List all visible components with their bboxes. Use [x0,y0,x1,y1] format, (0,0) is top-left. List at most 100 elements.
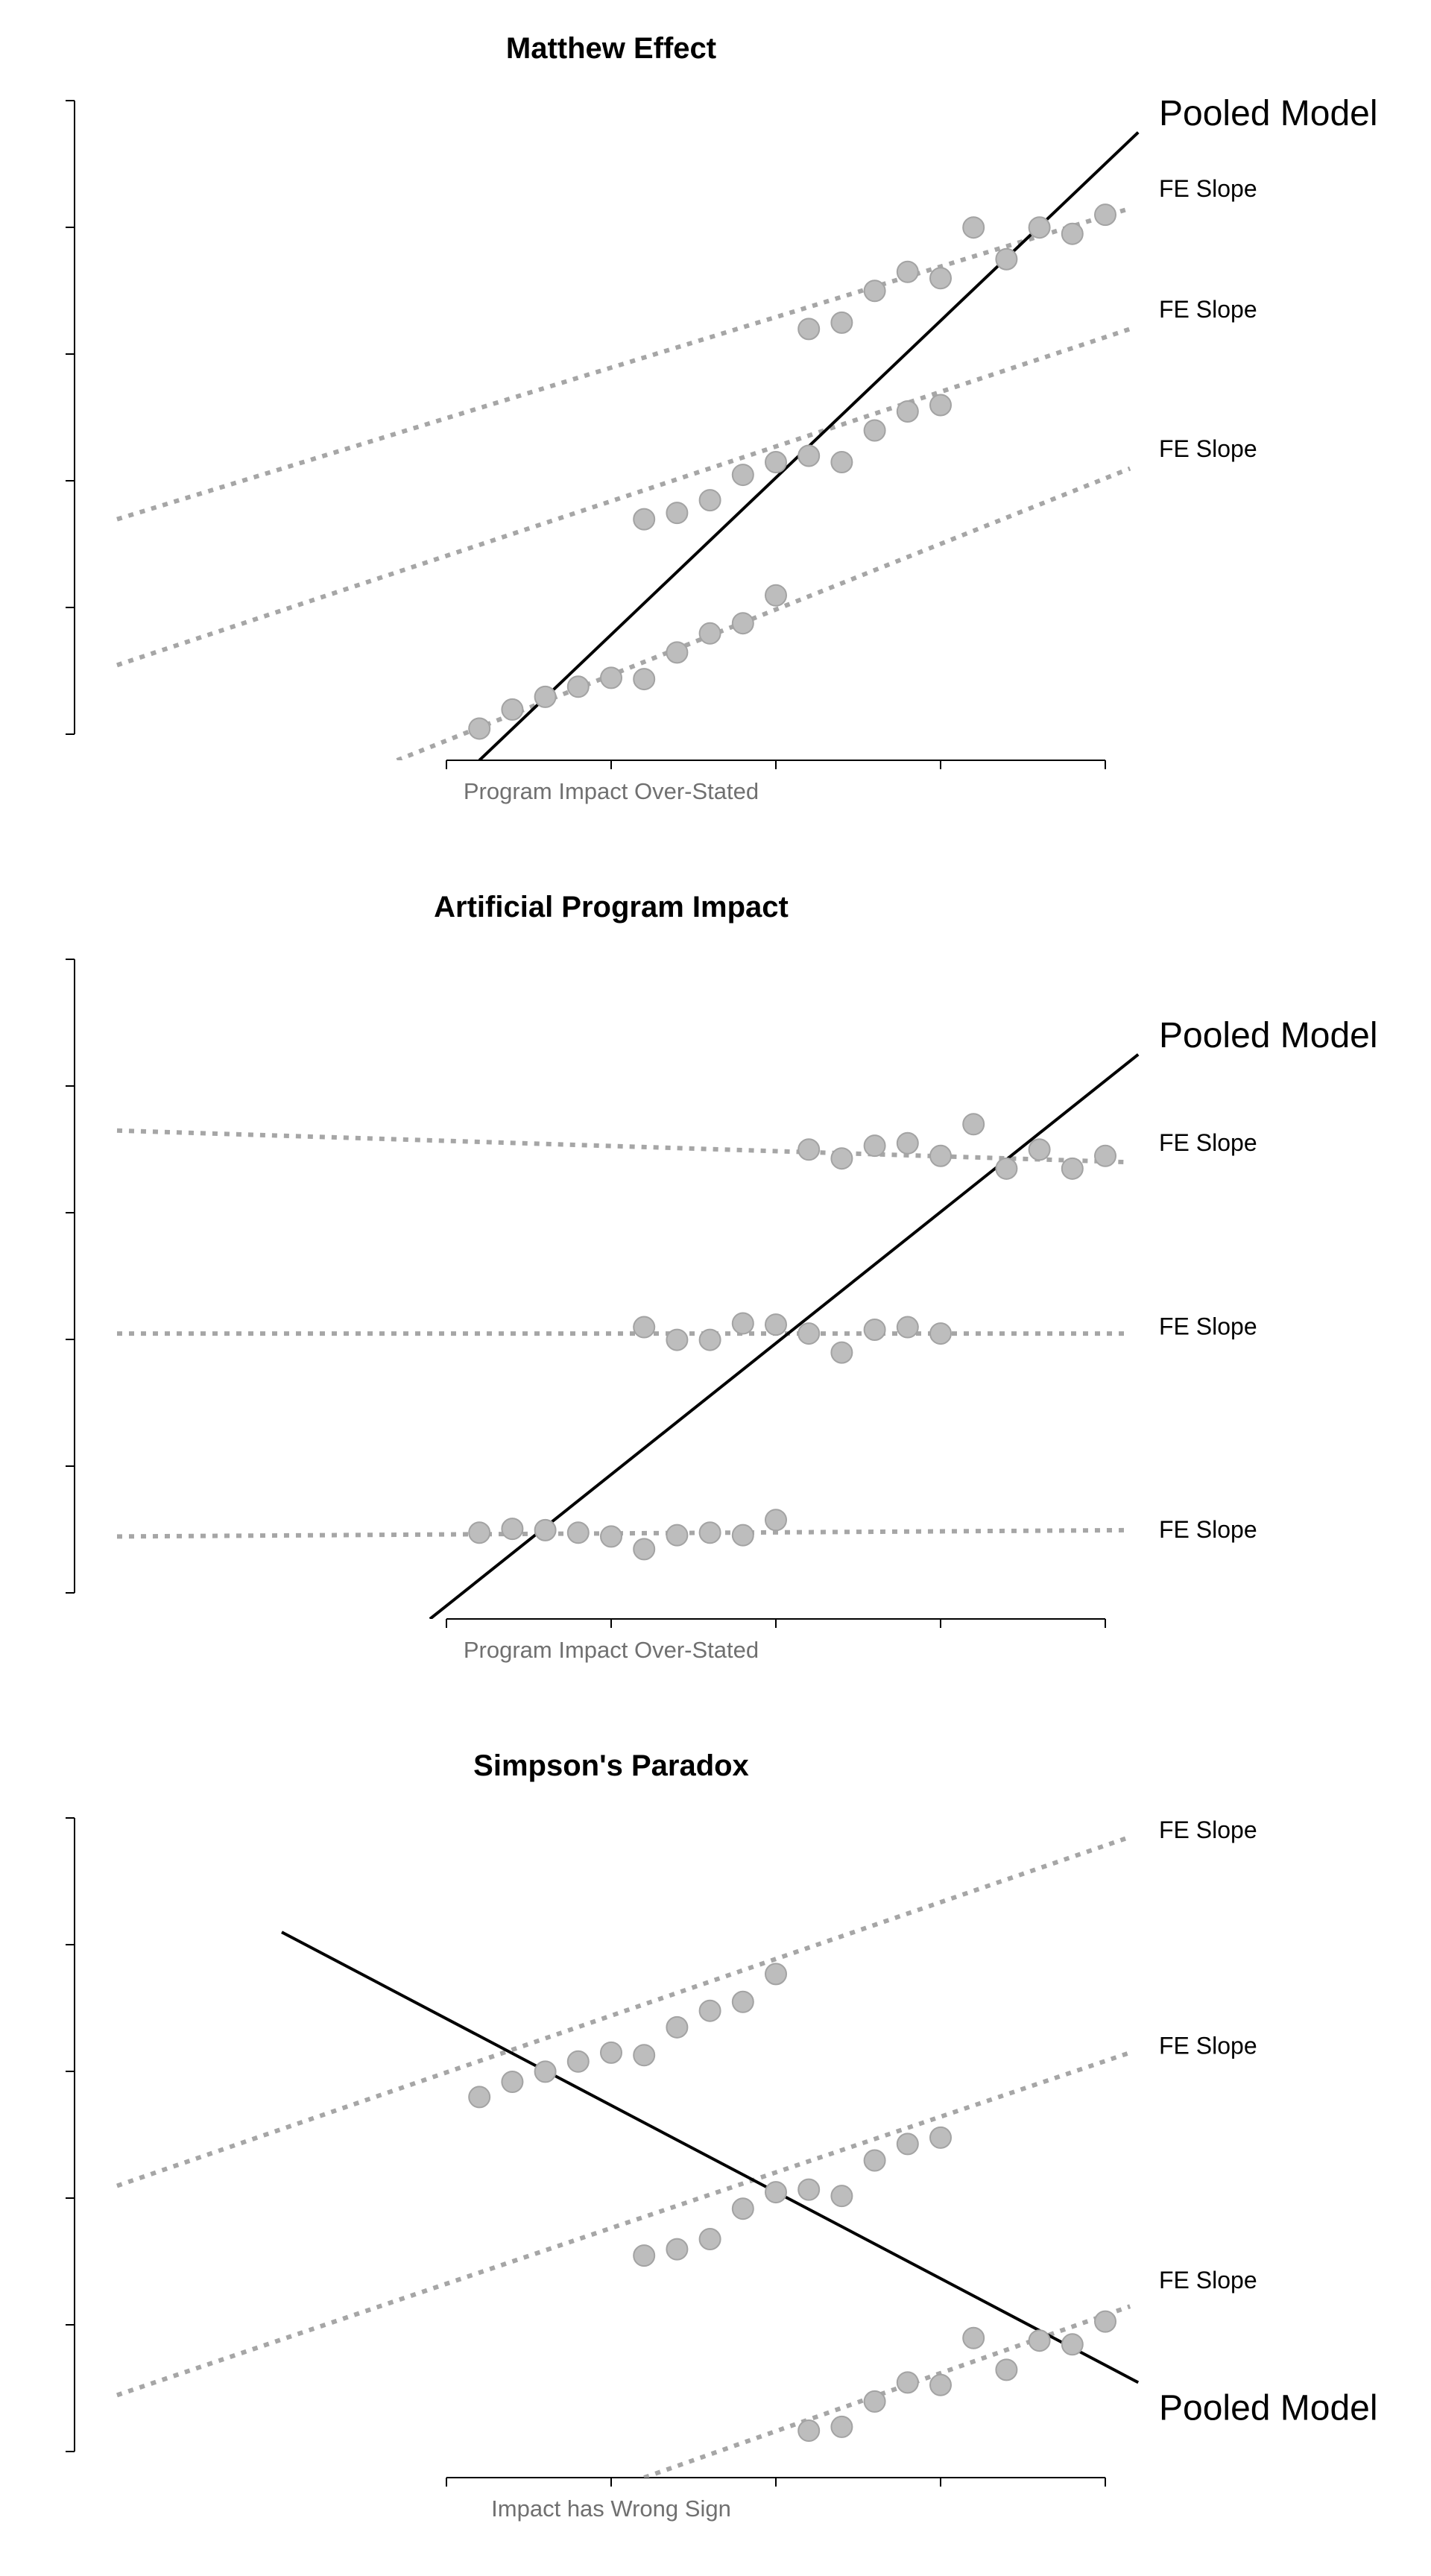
x-axis-label: Program Impact Over-Stated [464,778,759,804]
data-point [929,1144,952,1167]
data-point [633,2244,656,2267]
data-point [1094,2310,1116,2333]
fe-slope-label: FE Slope [1159,1516,1257,1543]
data-point [765,1313,787,1336]
data-point [1028,216,1051,239]
fe-slope-line [116,326,1131,668]
data-point [501,1518,524,1541]
data-point [896,2133,919,2156]
data-point [633,1316,656,1339]
data-point [896,2371,919,2394]
fe-slope-label: FE Slope [1159,1816,1257,1843]
pooled-model-line [281,1931,1140,2384]
data-point [468,717,491,740]
data-point [929,267,952,290]
data-point [830,311,853,334]
pooled-model-label: Pooled Model [1159,2388,1378,2428]
data-point [797,444,821,467]
data-point [830,2415,853,2438]
data-point [995,247,1018,271]
data-point [534,2060,557,2083]
data-point [765,2181,787,2204]
data-point [698,1999,721,2022]
data-point [797,2178,821,2201]
data-point [566,2050,590,2073]
pooled-model-label: Pooled Model [1159,94,1378,133]
fe-slope-line [116,1128,1131,1165]
data-point [698,1521,721,1544]
fe-slope-line [116,1834,1131,2188]
data-point [666,1328,689,1351]
data-point [1094,1144,1116,1167]
data-point [633,2044,656,2067]
data-point [600,1525,622,1548]
data-point [1061,1157,1084,1180]
data-point [929,2126,952,2149]
chart-panel: Simpson's Paradox Impact has Wrong Sign FE… [66,1749,1378,2522]
chart-title: Matthew Effect [506,32,716,65]
data-point [698,622,721,645]
data-point [929,2373,952,2396]
data-point [1028,2329,1051,2352]
data-point [765,1509,787,1532]
data-point [1028,1138,1051,1161]
data-point [1061,222,1084,245]
data-point [534,685,557,708]
chart-title: Artificial Program Impact [434,891,789,924]
data-point [896,400,919,423]
data-point [666,641,689,664]
data-point [731,2197,754,2220]
data-point [666,2015,689,2039]
data-point [501,698,524,721]
data-point [929,1322,952,1345]
data-point [731,1312,754,1335]
data-point [896,1131,919,1155]
data-point [566,1521,590,1544]
data-point [1094,203,1116,227]
data-point [765,1963,787,1986]
data-point [797,318,821,341]
data-point [731,464,754,487]
data-point [731,612,754,635]
data-point [830,2185,853,2208]
data-point [666,502,689,525]
fe-slope-line [116,1527,1131,1539]
data-point [731,1990,754,2013]
data-point [1061,2333,1084,2356]
data-point [731,1524,754,1547]
data-point [797,2419,821,2443]
data-point [863,1318,886,1341]
data-point [468,1521,491,1544]
data-point [600,2041,622,2064]
data-point [830,1341,853,1364]
x-axis-label: Program Impact Over-Stated [464,1637,759,1663]
data-point [600,666,622,689]
chart-title: Simpson's Paradox [473,1749,749,1782]
data-point [698,1328,721,1351]
data-point [863,2149,886,2172]
data-point [863,419,886,442]
data-point [468,2086,491,2109]
data-point [765,451,787,474]
data-point [962,2326,985,2349]
data-point [830,1147,853,1170]
chart-panel: Artificial Program Impact Program Impact … [66,891,1378,1663]
data-point [698,489,721,512]
data-point [830,451,853,474]
chart-panel: Matthew Effect Program Impact Over-Stated… [66,32,1378,804]
data-point [995,1157,1018,1180]
data-point [698,2228,721,2251]
data-point [863,2390,886,2413]
fe-slope-line [643,2304,1131,2478]
data-point [534,1518,557,1541]
fe-slope-label: FE Slope [1159,1129,1257,1156]
x-axis-label: Impact has Wrong Sign [491,2496,731,2522]
fe-slope-label: FE Slope [1159,1313,1257,1340]
data-point [666,2238,689,2261]
fe-slope-label: FE Slope [1159,2032,1257,2059]
data-point [962,1113,985,1136]
data-point [962,216,985,239]
data-point [896,260,919,283]
data-point [929,394,952,417]
